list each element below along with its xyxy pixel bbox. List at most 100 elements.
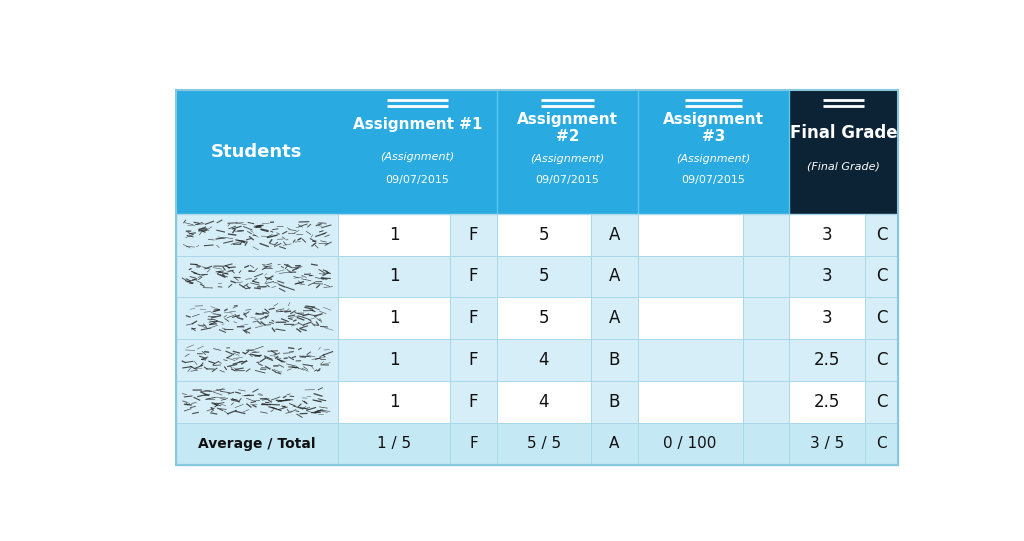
Bar [176, 423, 338, 465]
Text: 1: 1 [389, 351, 399, 369]
Text: (Assignment): (Assignment) [530, 154, 604, 164]
Text: A: A [609, 437, 620, 451]
Text: 09/07/2015: 09/07/2015 [682, 175, 745, 185]
Text: C: C [876, 267, 887, 286]
Text: 5: 5 [539, 226, 549, 243]
Text: 2.5: 2.5 [814, 351, 841, 369]
Text: 4: 4 [539, 393, 549, 411]
Bar [865, 423, 898, 465]
Text: F: F [469, 437, 478, 451]
Bar [450, 339, 497, 381]
Bar [338, 381, 450, 423]
Text: A: A [608, 226, 620, 243]
Bar [338, 423, 450, 465]
Bar [176, 339, 338, 381]
Bar [790, 381, 865, 423]
Bar [176, 90, 338, 214]
Text: 1: 1 [389, 267, 399, 286]
Text: F: F [469, 309, 478, 327]
Bar [497, 255, 591, 298]
Bar [591, 339, 638, 381]
Text: 5: 5 [539, 267, 549, 286]
Bar [497, 339, 591, 381]
Bar [591, 255, 638, 298]
Bar [638, 255, 742, 298]
Text: B: B [608, 351, 620, 369]
Text: 1: 1 [389, 393, 399, 411]
Text: Assignment: Assignment [517, 112, 617, 127]
Text: 09/07/2015: 09/07/2015 [386, 175, 450, 185]
Bar [176, 90, 898, 465]
Bar [865, 255, 898, 298]
Text: C: C [876, 226, 887, 243]
Text: Assignment #1: Assignment #1 [353, 117, 482, 132]
Bar [176, 255, 338, 298]
Bar [450, 214, 497, 255]
Bar [497, 298, 591, 339]
Bar [790, 255, 865, 298]
Text: C: C [876, 309, 887, 327]
Bar [591, 298, 638, 339]
Bar [338, 339, 450, 381]
Bar [790, 90, 898, 214]
Bar [497, 381, 591, 423]
Bar [497, 90, 638, 214]
Bar [742, 298, 790, 339]
Bar [450, 298, 497, 339]
Text: F: F [469, 226, 478, 243]
Bar [742, 255, 790, 298]
Bar [450, 423, 497, 465]
Bar [176, 214, 898, 465]
Bar [497, 214, 591, 255]
Text: F: F [469, 393, 478, 411]
Bar [790, 214, 865, 255]
Text: C: C [876, 393, 887, 411]
Bar [591, 423, 638, 465]
Bar [742, 339, 790, 381]
Text: (Assignment): (Assignment) [677, 154, 751, 164]
Bar [638, 90, 790, 214]
Text: A: A [608, 267, 620, 286]
Text: (Assignment): (Assignment) [381, 151, 455, 162]
Text: C: C [876, 351, 887, 369]
Text: 0 / 100: 0 / 100 [664, 437, 717, 451]
Bar [338, 214, 450, 255]
Bar [338, 255, 450, 298]
Bar [865, 214, 898, 255]
Text: B: B [608, 393, 620, 411]
Text: 3 / 5: 3 / 5 [810, 437, 845, 451]
Text: F: F [469, 267, 478, 286]
Bar [450, 381, 497, 423]
Text: 3: 3 [822, 226, 833, 243]
Text: F: F [469, 351, 478, 369]
Bar [176, 381, 338, 423]
Text: 3: 3 [822, 267, 833, 286]
Text: Average / Total: Average / Total [198, 437, 315, 451]
Bar [450, 255, 497, 298]
Text: 1 / 5: 1 / 5 [377, 437, 412, 451]
Text: Final Grade: Final Grade [790, 124, 897, 142]
Text: 5: 5 [539, 309, 549, 327]
Text: 1: 1 [389, 309, 399, 327]
Bar [497, 423, 591, 465]
Bar [742, 423, 790, 465]
Text: 3: 3 [822, 309, 833, 327]
Bar [865, 298, 898, 339]
Text: 2.5: 2.5 [814, 393, 841, 411]
Bar [638, 381, 742, 423]
Text: (Final Grade): (Final Grade) [807, 162, 880, 171]
Text: #3: #3 [701, 129, 725, 144]
Bar [176, 298, 338, 339]
Bar [591, 381, 638, 423]
Bar [338, 90, 497, 214]
Bar [742, 381, 790, 423]
Text: Assignment: Assignment [664, 112, 764, 127]
Bar [790, 423, 865, 465]
Bar [742, 214, 790, 255]
Bar [638, 298, 742, 339]
Text: 4: 4 [539, 351, 549, 369]
Text: A: A [608, 309, 620, 327]
Bar [790, 298, 865, 339]
Text: C: C [877, 437, 887, 451]
Bar [865, 339, 898, 381]
